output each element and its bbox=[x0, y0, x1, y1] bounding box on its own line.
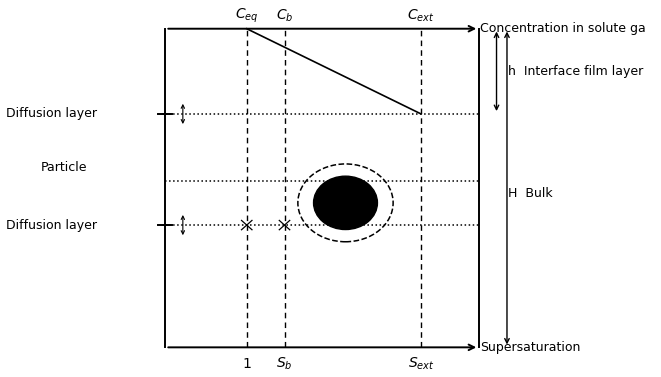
Text: $C_b$: $C_b$ bbox=[276, 8, 293, 24]
Ellipse shape bbox=[313, 176, 377, 230]
Text: $C_{ext}$: $C_{ext}$ bbox=[407, 8, 435, 24]
Text: h  Interface film layer: h Interface film layer bbox=[508, 65, 643, 78]
Text: Concentration in solute ga: Concentration in solute ga bbox=[481, 22, 646, 35]
Text: Particle: Particle bbox=[40, 161, 87, 174]
Text: $S_{ext}$: $S_{ext}$ bbox=[408, 356, 434, 372]
Text: Diffusion layer: Diffusion layer bbox=[6, 219, 97, 231]
Text: H  Bulk: H Bulk bbox=[508, 187, 553, 200]
Text: $S_b$: $S_b$ bbox=[276, 356, 293, 372]
Text: $C_{eq}$: $C_{eq}$ bbox=[235, 6, 258, 25]
Text: 1: 1 bbox=[243, 357, 251, 371]
Text: Diffusion layer: Diffusion layer bbox=[6, 107, 97, 120]
Text: Supersaturation: Supersaturation bbox=[481, 341, 580, 354]
